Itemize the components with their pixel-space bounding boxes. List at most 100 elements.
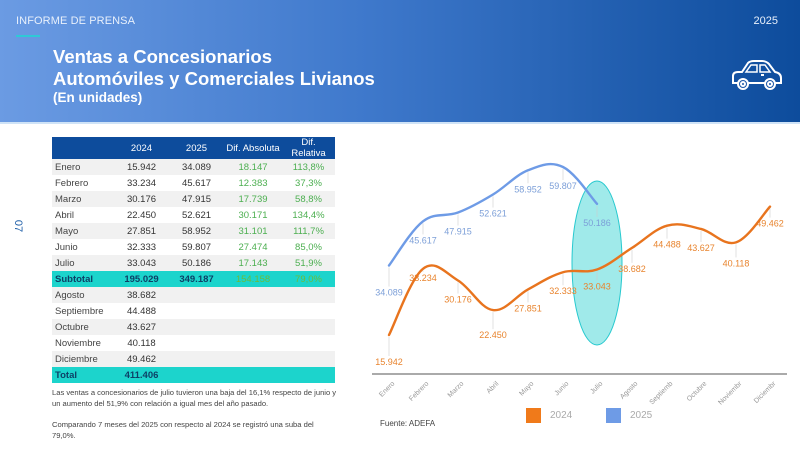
- cell-subtotal-rel: 79,0%: [282, 271, 335, 287]
- col-header-2024: 2024: [114, 137, 169, 159]
- table-row: Julio 33.043 50.186 17.143 51,9%: [52, 255, 335, 271]
- cell-rel: 37,3%: [282, 175, 335, 191]
- data-label: 33.043: [583, 282, 611, 292]
- data-label: 15.942: [375, 357, 403, 367]
- cell-month: Octubre: [52, 319, 114, 335]
- data-label: 49.462: [756, 219, 784, 229]
- data-label: 58.952: [514, 184, 542, 194]
- x-tick-label: Abril: [486, 380, 501, 395]
- x-tick-label: Septiemb: [649, 380, 675, 406]
- cell-month: Febrero: [52, 175, 114, 191]
- cell-month: Septiembre: [52, 303, 114, 319]
- data-label: 38.682: [618, 264, 646, 274]
- source-note: Fuente: ADEFA: [380, 419, 436, 428]
- cell-abs: 27.474: [224, 239, 282, 255]
- data-label: 43.627: [687, 243, 715, 253]
- cell-rel: 51,9%: [282, 255, 335, 271]
- data-label: 30.176: [444, 294, 472, 304]
- cell-subtotal-abs: 154.158: [224, 271, 282, 287]
- x-tick-label: Agosto: [619, 380, 639, 400]
- cell-subtotal-2024: 195.029: [114, 271, 169, 287]
- cell-2024: 49.462: [114, 351, 169, 367]
- cell-subtotal-label: Subtotal: [52, 271, 114, 287]
- cell-2024: 38.682: [114, 287, 169, 303]
- x-tick-label: Mayo: [518, 380, 535, 397]
- page-title: Ventas a Concesionarios Automóviles y Co…: [53, 46, 375, 90]
- data-label: 50.186: [583, 218, 611, 228]
- july-highlight-ellipse: [571, 180, 623, 346]
- table-row: Noviembre 40.118: [52, 335, 335, 351]
- subtotal-row: Subtotal 195.029 349.187 154.158 79,0%: [52, 271, 335, 287]
- cell-rel: 113,8%: [282, 159, 335, 175]
- table-row: Enero 15.942 34.089 18.147 113,8%: [52, 159, 335, 175]
- cell-month: Abril: [52, 207, 114, 223]
- x-tick-label: Octubre: [686, 380, 709, 403]
- cell-month: Enero: [52, 159, 114, 175]
- page-subtitle: (En unidades): [53, 90, 143, 105]
- data-label: 45.617: [409, 235, 437, 245]
- cell-month: Noviembre: [52, 335, 114, 351]
- cell-month: Diciembre: [52, 351, 114, 367]
- data-label: 27.851: [514, 303, 542, 313]
- legend-swatch-2024: [526, 408, 541, 423]
- cell-2024: 33.043: [114, 255, 169, 271]
- data-label: 22.450: [479, 330, 507, 340]
- legend-label-2024: 2024: [550, 410, 573, 421]
- table-row: Octubre 43.627: [52, 319, 335, 335]
- cell-total-label: Total: [52, 367, 114, 383]
- cell-2025: 59.807: [169, 239, 224, 255]
- title-line-2: Automóviles y Comerciales Livianos: [53, 68, 375, 89]
- cell-abs: 18.147: [224, 159, 282, 175]
- table-row: Septiembre 44.488: [52, 303, 335, 319]
- cell-2024: 15.942: [114, 159, 169, 175]
- col-header-month: [52, 137, 114, 159]
- table-header-row: 2024 2025 Dif. Absoluta Dif. Relativa: [52, 137, 335, 159]
- cell-abs: 31.101: [224, 223, 282, 239]
- series-line-2024: [387, 205, 772, 337]
- cell-2024: 44.488: [114, 303, 169, 319]
- x-tick-label: Enero: [378, 380, 396, 398]
- cell-abs: 17.143: [224, 255, 282, 271]
- table-row: Agosto 38.682: [52, 287, 335, 303]
- x-tick-label: Diciembr: [753, 380, 778, 405]
- cell-2024: 33.234: [114, 175, 169, 191]
- cell-month: Julio: [52, 255, 114, 271]
- cell-2025: 50.186: [169, 255, 224, 271]
- note-paragraph-1: Las ventas a concesionarios de julio tuv…: [52, 388, 337, 408]
- cell-2025: 45.617: [169, 175, 224, 191]
- cell-rel: 134,4%: [282, 207, 335, 223]
- cell-2025: 34.089: [169, 159, 224, 175]
- table-row: Marzo 30.176 47.915 17.739 58,8%: [52, 191, 335, 207]
- cell-abs: 17.739: [224, 191, 282, 207]
- cell-month: Junio: [52, 239, 114, 255]
- cell-month: Agosto: [52, 287, 114, 303]
- car-icon: [732, 60, 782, 90]
- title-line-1: Ventas a Concesionarios: [53, 46, 273, 67]
- header-banner: [0, 0, 800, 122]
- x-tick-label: Marzo: [447, 380, 466, 399]
- cell-2024: 40.118: [114, 335, 169, 351]
- x-tick-label: Noviembr: [717, 380, 744, 407]
- cell-2025: 58.952: [169, 223, 224, 239]
- table-row: Mayo 27.851 58.952 31.101 111,7%: [52, 223, 335, 239]
- table-row: Febrero 33.234 45.617 12.383 37,3%: [52, 175, 335, 191]
- data-label: 33.234: [409, 273, 437, 283]
- sales-table: 2024 2025 Dif. Absoluta Dif. Relativa En…: [52, 137, 335, 383]
- legend-label-2025: 2025: [630, 410, 653, 421]
- cell-rel: 58,8%: [282, 191, 335, 207]
- data-label: 44.488: [653, 240, 681, 250]
- data-label: 59.807: [549, 181, 577, 191]
- col-header-abs: Dif. Absoluta: [224, 137, 282, 159]
- legend-swatch-2025: [606, 408, 621, 423]
- header-divider: [0, 122, 800, 124]
- x-tick-label: Febrero: [408, 380, 430, 402]
- cell-abs: 30.171: [224, 207, 282, 223]
- cell-2024: 22.450: [114, 207, 169, 223]
- data-label: 52.621: [479, 209, 507, 219]
- cell-2024: 32.333: [114, 239, 169, 255]
- cell-2024: 43.627: [114, 319, 169, 335]
- kicker-accent-line: [16, 35, 40, 37]
- report-kicker: INFORME DE PRENSA: [16, 15, 136, 27]
- cell-abs: 12.383: [224, 175, 282, 191]
- cell-2025: 52.621: [169, 207, 224, 223]
